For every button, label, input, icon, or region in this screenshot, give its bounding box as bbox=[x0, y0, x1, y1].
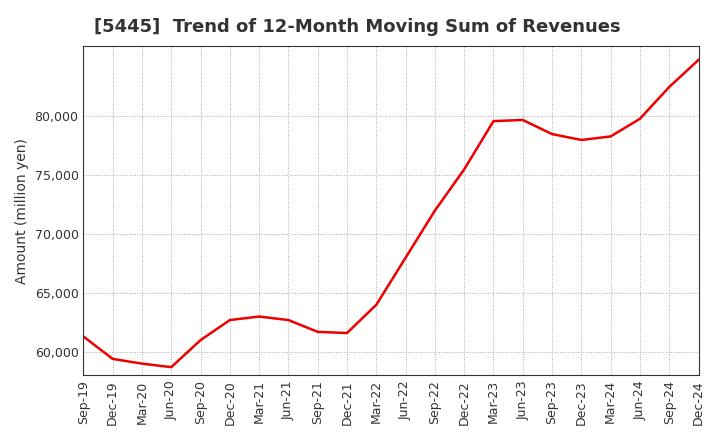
Y-axis label: Amount (million yen): Amount (million yen) bbox=[15, 138, 29, 283]
Text: [5445]  Trend of 12-Month Moving Sum of Revenues: [5445] Trend of 12-Month Moving Sum of R… bbox=[94, 18, 620, 36]
